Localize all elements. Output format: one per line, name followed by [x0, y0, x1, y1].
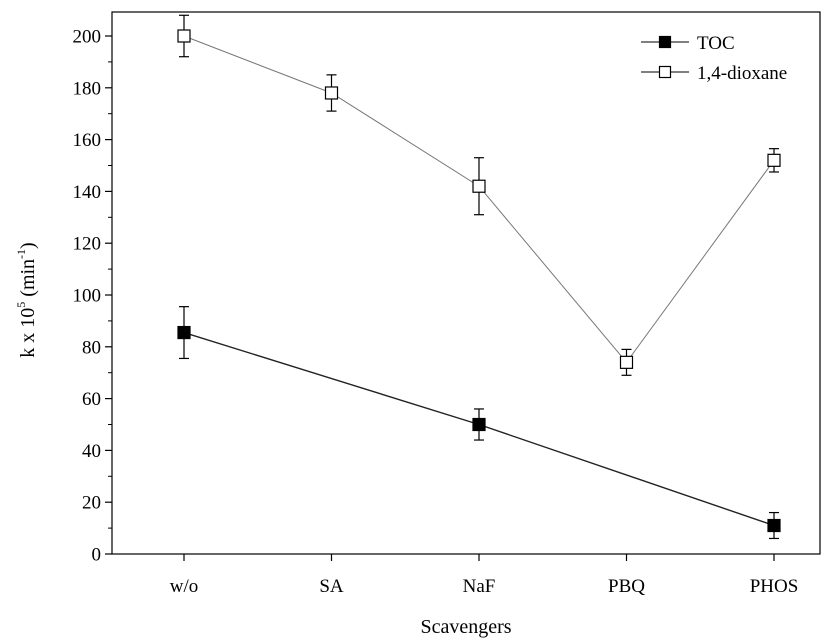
- y-axis-title: k x 105 (min-1): [14, 242, 39, 357]
- y-tick-label: 120: [73, 234, 102, 255]
- series-layer: [177, 14, 781, 540]
- y-tick-label: 20: [82, 493, 101, 514]
- data-point: [177, 29, 191, 43]
- y-tick-label: 200: [73, 27, 102, 48]
- y-ticks: 0 20 40 60 80 100 120 140 160 180 200: [73, 27, 112, 566]
- x-tick-label: SA: [319, 576, 344, 597]
- y-axis-title-sup1: 5: [14, 302, 28, 308]
- legend-marker: [658, 35, 672, 49]
- data-point: [619, 355, 634, 369]
- data-point: [767, 518, 781, 533]
- legend-marker: [658, 65, 672, 79]
- y-tick-label: 60: [82, 389, 101, 410]
- y-tick-label: 140: [73, 182, 102, 203]
- x-tick-label: w/o: [170, 576, 199, 597]
- y-tick-label: 40: [82, 441, 101, 462]
- series-0: [177, 306, 781, 540]
- x-axis-title: Scavengers: [420, 616, 511, 638]
- data-point: [472, 179, 486, 193]
- y-axis-title-main: k x 10: [17, 308, 39, 358]
- data-point: [472, 417, 486, 432]
- y-tick-label: 160: [73, 130, 102, 151]
- y-axis-title-mid: (min: [17, 259, 39, 302]
- plot-frame: [111, 11, 821, 555]
- y-tick-label: 100: [73, 286, 102, 307]
- legend-entry: TOC: [641, 33, 735, 54]
- data-point: [324, 86, 339, 100]
- series-1: [177, 14, 781, 376]
- legend: TOC 1,4-dioxane: [641, 33, 787, 84]
- legend-label: 1,4-dioxane: [697, 63, 787, 84]
- y-tick-label: 0: [92, 545, 102, 566]
- y-axis-title-sup2: -1: [14, 249, 28, 259]
- legend-entry: 1,4-dioxane: [641, 63, 787, 84]
- x-tick-label: PBQ: [608, 576, 645, 597]
- data-point: [767, 153, 781, 167]
- x-ticks: w/o SA NaF PBQ PHOS: [170, 554, 799, 597]
- x-tick-label: NaF: [463, 576, 496, 597]
- y-tick-label: 80: [82, 337, 101, 358]
- data-point: [177, 325, 191, 340]
- y-tick-label: 180: [73, 78, 102, 99]
- y-axis-title-end: ): [17, 242, 39, 249]
- x-tick-label: PHOS: [750, 576, 799, 597]
- legend-label: TOC: [697, 33, 735, 54]
